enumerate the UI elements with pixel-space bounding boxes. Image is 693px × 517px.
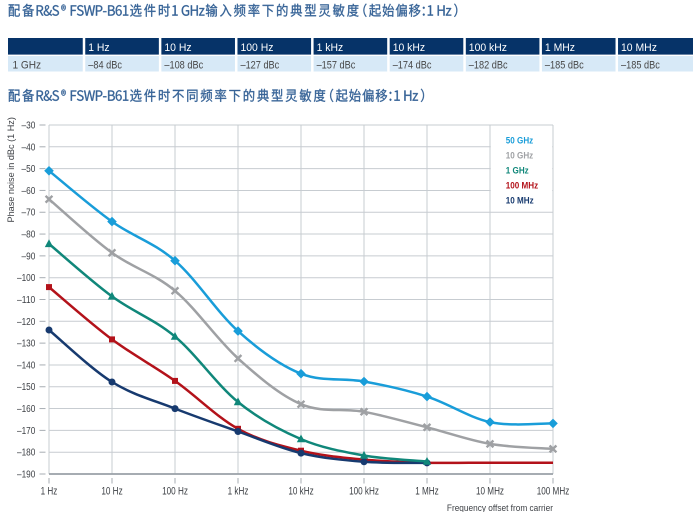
svg-text:–90: –90 — [22, 251, 36, 262]
svg-text:100 kHz: 100 kHz — [349, 486, 379, 498]
svg-text:–70: –70 — [22, 208, 36, 219]
svg-text:–140: –140 — [17, 360, 36, 371]
svg-text:1 kHz: 1 kHz — [228, 486, 249, 498]
svg-text:–180: –180 — [17, 448, 36, 459]
svg-text:100 MHz: 100 MHz — [537, 486, 570, 498]
svg-text:–174 dBc: –174 dBc — [393, 60, 432, 72]
svg-text:–157 dBc: –157 dBc — [317, 60, 356, 72]
svg-text:100 Hz: 100 Hz — [162, 486, 188, 498]
svg-text:10 kHz: 10 kHz — [288, 486, 314, 498]
svg-text:–130: –130 — [17, 339, 36, 350]
svg-text:Phase noise in dBc (1 Hz): Phase noise in dBc (1 Hz) — [6, 117, 17, 222]
svg-text:100 MHz: 100 MHz — [506, 181, 539, 191]
svg-text:1 MHz: 1 MHz — [545, 42, 575, 54]
svg-text:–160: –160 — [17, 404, 36, 415]
svg-text:Frequency offset from carrier: Frequency offset from carrier — [447, 503, 553, 512]
svg-text:–182 dBc: –182 dBc — [469, 60, 508, 72]
svg-text:–84 dBc: –84 dBc — [88, 60, 122, 72]
svg-text:100 kHz: 100 kHz — [469, 42, 508, 54]
svg-text:1 GHz: 1 GHz — [506, 166, 529, 176]
svg-text:10 GHz: 10 GHz — [506, 151, 534, 161]
svg-text:100 Hz: 100 Hz — [240, 42, 273, 54]
svg-text:–185 dBc: –185 dBc — [545, 60, 584, 72]
svg-text:–80: –80 — [22, 230, 36, 241]
svg-text:–120: –120 — [17, 317, 36, 328]
svg-text:–100: –100 — [17, 273, 36, 284]
svg-text:10 Hz: 10 Hz — [164, 42, 192, 54]
svg-text:–127 dBc: –127 dBc — [240, 60, 279, 72]
svg-text:1 Hz: 1 Hz — [88, 42, 110, 54]
svg-text:–110: –110 — [17, 295, 36, 306]
svg-text:–190: –190 — [17, 469, 36, 480]
svg-text:1 GHz: 1 GHz — [13, 60, 42, 72]
svg-text:–60: –60 — [22, 186, 36, 197]
svg-text:1 MHz: 1 MHz — [415, 486, 439, 498]
svg-text:–108 dBc: –108 dBc — [164, 60, 203, 72]
svg-text:–185 dBc: –185 dBc — [621, 60, 660, 72]
svg-text:50 GHz: 50 GHz — [506, 136, 534, 146]
svg-text:–50: –50 — [22, 164, 36, 175]
svg-text:–170: –170 — [17, 426, 36, 437]
svg-text:–30: –30 — [22, 120, 36, 131]
svg-text:10 Hz: 10 Hz — [101, 486, 123, 498]
svg-text:–40: –40 — [22, 142, 36, 153]
svg-text:1 kHz: 1 kHz — [317, 42, 344, 54]
svg-text:10 MHz: 10 MHz — [476, 486, 504, 498]
svg-text:–150: –150 — [17, 382, 36, 393]
svg-text:10 kHz: 10 kHz — [393, 42, 426, 54]
svg-text:1 Hz: 1 Hz — [41, 486, 58, 498]
svg-text:10 MHz: 10 MHz — [506, 196, 534, 206]
svg-text:10 MHz: 10 MHz — [621, 42, 657, 54]
